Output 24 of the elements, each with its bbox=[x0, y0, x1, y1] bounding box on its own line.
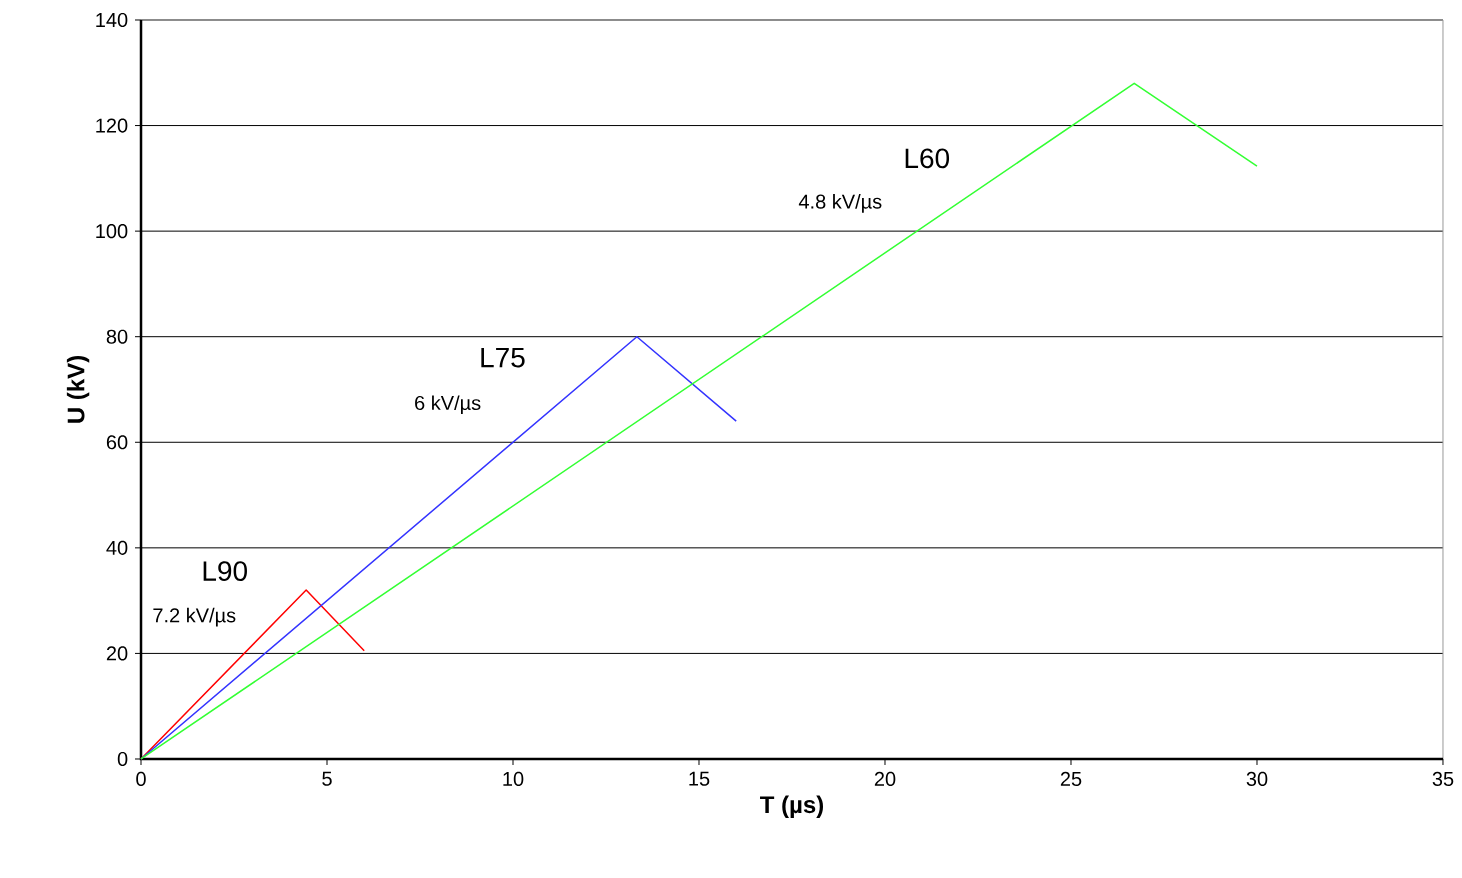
x-tick-label: 5 bbox=[322, 771, 332, 786]
x-tick-label: 0 bbox=[136, 771, 146, 786]
x-tick-label: 20 bbox=[874, 771, 896, 786]
series-label: L90 bbox=[203, 561, 247, 581]
x-tick-label: 30 bbox=[1246, 771, 1268, 786]
y-tick-label: 0 bbox=[117, 751, 128, 767]
series-label: L60 bbox=[905, 148, 950, 169]
y-tick-label: 120 bbox=[96, 118, 128, 133]
y-tick-label: 80 bbox=[106, 329, 128, 344]
y-tick-label: 100 bbox=[96, 224, 128, 239]
x-tick-label: 15 bbox=[689, 771, 710, 786]
annotation: 4.8 kV/µs bbox=[798, 194, 882, 213]
series-label: L75 bbox=[481, 347, 525, 368]
x-tick-label: 25 bbox=[1060, 771, 1082, 786]
y-tick-label: 60 bbox=[106, 435, 128, 450]
annotation: 6 kV/µs bbox=[415, 395, 481, 415]
y-tick-label: 40 bbox=[106, 540, 128, 555]
x-tick-label: 10 bbox=[503, 771, 524, 786]
x-tick-label: 35 bbox=[1432, 771, 1454, 786]
annotation: 7.2 kV/µs bbox=[153, 607, 236, 627]
y-tick-label: 20 bbox=[106, 646, 128, 661]
y-axis-title: U (kV) bbox=[66, 356, 90, 423]
y-tick-label: 140 bbox=[96, 12, 128, 28]
x-axis-title: T (µs) bbox=[760, 795, 824, 818]
